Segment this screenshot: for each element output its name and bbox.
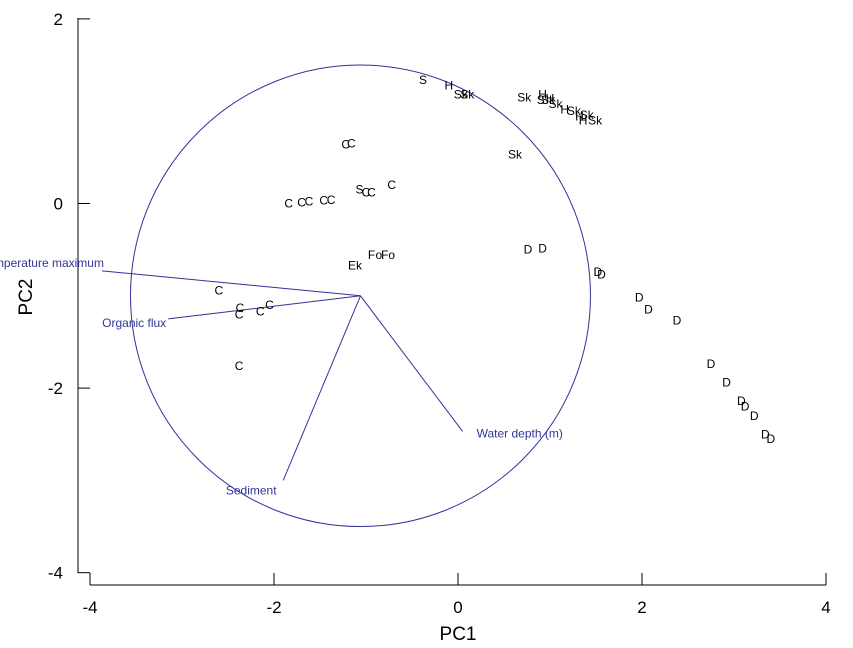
vector-label: Temperature maximum [0,256,104,270]
data-point-label: C [297,196,306,210]
data-point-label: C [367,185,376,199]
data-point-label: D [635,291,644,305]
data-point-label: D [597,268,606,282]
data-point-label: C [235,307,244,321]
y-tick-label: 2 [54,10,63,29]
data-point-label: D [644,303,653,317]
vector-label: Water depth (m) [477,426,563,440]
data-point-label: S [419,73,427,87]
data-point-label: S [356,183,364,197]
data-point-label: Sk [580,108,595,122]
data-point-label: o [376,248,383,262]
data-point-label: D [722,376,731,390]
equilibrium-circle [129,64,591,528]
data-point-label: D [750,409,759,423]
data-point-label: C [341,137,350,151]
data-point-label: F [368,248,375,262]
data-point-label: C [256,304,265,318]
equilibrium-circle-layer [129,64,591,528]
vector-label: Organic flux [102,316,166,330]
y-axis-title: PC2 [16,279,37,316]
data-point-label: Ek [348,258,363,272]
vector-line [168,295,361,320]
x-tick-label: 0 [453,598,462,617]
data-point-label: D [594,265,603,279]
data-point-label: Sk [454,88,469,102]
vector-label: Sediment [226,483,277,497]
data-point-label: D [741,400,750,414]
data-point-label: S [537,93,545,107]
vector-line [101,270,361,297]
data-point-label: C [214,283,223,297]
vector-layer: Temperature maximum Organic flux Sediment W… [0,256,563,498]
data-point-label: H [538,88,547,102]
data-point-label: D [673,314,682,328]
x-tick-label: 4 [821,598,830,617]
axes [77,18,826,586]
data-point-label: H [546,91,555,105]
data-point-label: D [524,243,533,257]
data-point-label: C [319,194,328,208]
y-tick-label: -2 [48,379,63,398]
data-point-label: D [737,394,746,408]
data-point-label: C [236,301,245,315]
vector-line [282,295,361,481]
data-point-label: H [560,102,569,116]
data-point-label: H [579,113,588,127]
data-point-label: Sk [567,104,582,118]
y-tick-label: 0 [54,195,63,214]
x-ticks: -4 -2 0 2 4 [82,573,831,617]
x-tick-label: -2 [266,598,281,617]
data-point-label: Sk [508,148,523,162]
data-point-label: H [575,110,584,124]
data-point-label: C [327,193,336,207]
data-point-label: D [707,357,716,371]
data-point-label: Sk [541,93,556,107]
data-point-label: D [761,427,770,441]
data-point-label: C [347,137,356,151]
data-point-label: C [265,298,274,312]
data-point-label: C [235,359,244,373]
vector-line [360,295,463,432]
y-ticks: 2 0 -2 -4 [48,10,90,583]
x-tick-label: -4 [82,598,97,617]
data-point-label: D [766,432,775,446]
data-point-label: H [444,78,453,92]
data-point-label: Fo [381,248,395,262]
data-point-label: C [387,178,396,192]
data-point-label: C [305,195,314,209]
data-point-label: Sk [517,90,532,104]
x-axis-title: PC1 [440,624,477,645]
data-point-label: D [538,242,547,256]
data-point-label: Sk [460,88,475,102]
data-point-label: C [284,197,293,211]
data-point-label: Sk [588,113,603,127]
data-point-label: C [362,185,371,199]
data-point-label: Sk [549,97,564,111]
y-tick-label: -4 [48,564,63,583]
x-tick-label: 2 [637,598,646,617]
